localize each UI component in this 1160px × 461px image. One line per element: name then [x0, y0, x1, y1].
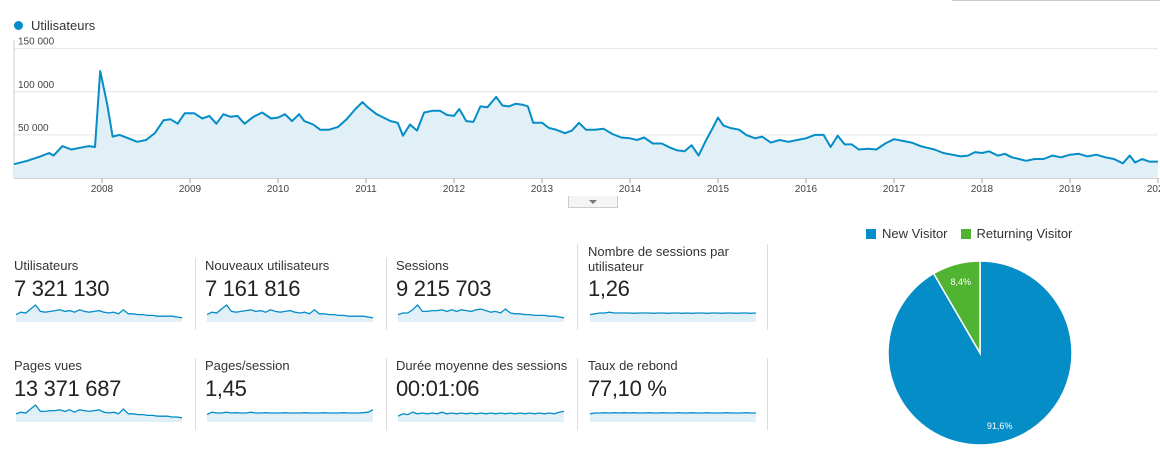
metric-sparkline: [589, 311, 757, 322]
metric-divider: [386, 258, 387, 330]
y-tick-label: 100 000: [18, 80, 55, 91]
metric-tile[interactable]: Utilisateurs 7 321 130: [14, 258, 186, 340]
x-tick-label: 2010: [267, 184, 290, 195]
metric-divider: [577, 244, 578, 330]
series-line-utilisateurs: [13, 70, 1158, 166]
sparkline-line: [397, 304, 565, 319]
x-tick-label: 2016: [795, 184, 818, 195]
metric-sparkline: [206, 409, 374, 422]
metric-value: 7 321 130: [14, 276, 110, 301]
caret-down-icon: [589, 199, 597, 204]
legend-label-returning-visitor: Returning Visitor: [976, 226, 1073, 241]
metric-label: Nombre de sessions par utilisateur: [588, 244, 729, 274]
pie-data-label: 8,4%: [951, 277, 972, 287]
legend-label-new-visitor: New Visitor: [882, 226, 948, 241]
y-tick-label: 50 000: [18, 123, 49, 134]
metric-tile[interactable]: Durée moyenne des sessions 00:01:06: [396, 358, 568, 440]
x-tick-label: 2018: [971, 184, 994, 195]
metric-tile[interactable]: Nouveaux utilisateurs 7 161 816: [205, 258, 377, 340]
sparkline-line: [206, 409, 374, 416]
metric-label: Sessions: [396, 258, 449, 273]
sparkline-line: [206, 304, 374, 319]
metric-sparkline: [397, 304, 565, 322]
metric-value: 9 215 703: [396, 276, 492, 301]
x-tick-label: 2012: [443, 184, 466, 195]
x-tick-label: 2015: [707, 184, 730, 195]
pie-slice-new-visitor: [887, 260, 1073, 446]
metric-value: 1,45: [205, 376, 247, 401]
pie-legend: New Visitor Returning Visitor: [866, 226, 1085, 241]
legend-item-returning-visitor[interactable]: Returning Visitor: [960, 226, 1073, 241]
sparkline-area: [398, 305, 564, 322]
sparkline-area: [590, 412, 756, 422]
legend-swatch-icon: [960, 228, 971, 239]
x-tick-label: 2013: [531, 184, 554, 195]
metric-tile[interactable]: Sessions 9 215 703: [396, 258, 568, 340]
metric-label: Durée moyenne des sessions: [396, 358, 568, 373]
sparkline-area: [207, 305, 373, 322]
sparkline-area: [16, 305, 182, 322]
metric-sparkline: [206, 304, 374, 322]
visitor-pie-chart: 91,6% 8,4%: [887, 260, 1073, 446]
x-tick-label: 2009: [179, 184, 202, 195]
collapse-chart-toggle[interactable]: [568, 196, 618, 208]
sparkline-area: [207, 409, 373, 422]
metric-value: 1,26: [588, 276, 630, 301]
series-dot-icon: [14, 21, 23, 30]
x-tick-label: 2011: [355, 184, 377, 195]
x-tick-label: 2014: [619, 184, 642, 195]
x-tick-label: 2017: [883, 184, 906, 195]
metric-tile[interactable]: Pages vues 13 371 687: [14, 358, 186, 440]
sparkline-area: [590, 312, 756, 322]
main-chart-legend: Utilisateurs: [14, 18, 95, 33]
metric-divider: [577, 358, 578, 430]
metric-divider: [767, 358, 768, 430]
metric-label: Nouveaux utilisateurs: [205, 258, 330, 273]
sparkline-line: [15, 404, 183, 419]
toolbar-buttons: [952, 0, 1160, 2]
sparkline-line: [589, 311, 757, 316]
legend-label: Utilisateurs: [31, 18, 96, 33]
metric-divider: [195, 358, 196, 430]
sparkline-line: [15, 304, 183, 319]
toolbar-button[interactable]: [1053, 0, 1107, 1]
toolbar-button[interactable]: [1106, 0, 1160, 1]
metric-tile[interactable]: Nombre de sessions par utilisateur 1,26: [588, 244, 760, 326]
y-tick-label: 150 000: [18, 37, 55, 48]
metric-label: Utilisateurs: [14, 258, 79, 273]
metric-sparkline: [397, 410, 565, 422]
x-tick-label: 2019: [1059, 184, 1082, 195]
users-line-chart: 150 000 100 000 50 000 2008 2009 2010 2011 2012…: [13, 37, 1160, 195]
legend-item-new-visitor[interactable]: New Visitor: [866, 226, 948, 241]
metric-label: Pages/session: [205, 358, 290, 373]
x-tick-label: 2008: [91, 184, 114, 195]
series-area: [14, 71, 1158, 178]
metric-value: 7 161 816: [205, 276, 301, 301]
metric-sparkline: [15, 404, 183, 422]
metric-value: 13 371 687: [14, 376, 122, 401]
metric-tile[interactable]: Pages/session 1,45: [205, 358, 377, 440]
sparkline-line: [397, 410, 565, 417]
x-tick-label: 2020: [1147, 184, 1160, 195]
sparkline-line: [589, 412, 756, 415]
metric-divider: [767, 244, 768, 330]
metric-label: Taux de rebond: [588, 358, 678, 373]
metric-label: Pages vues: [14, 358, 82, 373]
pie-slice-returning-visitor: [932, 260, 981, 356]
metric-value: 77,10 %: [588, 376, 667, 401]
toolbar-button[interactable]: [952, 0, 1054, 1]
metric-value: 00:01:06: [396, 376, 480, 401]
metric-divider: [386, 358, 387, 430]
metric-sparkline: [15, 304, 183, 322]
legend-swatch-icon: [866, 228, 876, 239]
metric-sparkline: [589, 412, 756, 422]
metric-tile[interactable]: Taux de rebond 77,10 %: [588, 358, 760, 440]
metric-divider: [195, 258, 196, 330]
sparkline-area: [16, 405, 182, 422]
pie-data-label: 91,6%: [987, 421, 1013, 431]
